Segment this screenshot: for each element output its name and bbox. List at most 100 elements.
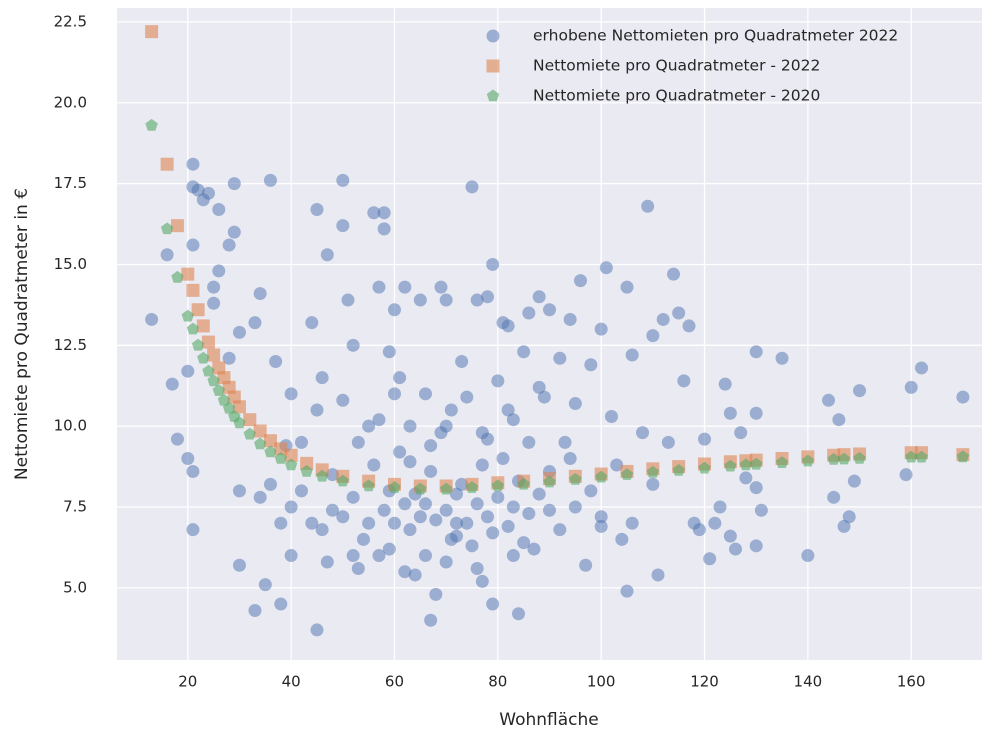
data-point (625, 516, 639, 530)
data-point (506, 500, 520, 514)
data-point (842, 510, 856, 524)
data-point (506, 413, 520, 427)
y-tick-label: 20.0 (54, 93, 87, 111)
data-point (563, 312, 577, 326)
data-point (248, 316, 262, 330)
data-point (227, 225, 241, 239)
data-point (698, 461, 711, 474)
data-point (517, 345, 531, 359)
data-point (377, 206, 391, 220)
data-point (568, 397, 582, 411)
data-point (186, 283, 200, 297)
data-point (511, 607, 525, 621)
data-point (480, 432, 494, 446)
data-point (300, 465, 313, 477)
data-point (284, 500, 298, 514)
data-point (181, 364, 195, 378)
data-point (439, 503, 453, 517)
data-point (672, 306, 686, 320)
data-point (517, 477, 530, 490)
data-point (822, 393, 836, 407)
data-point (517, 536, 531, 550)
data-point (491, 374, 505, 388)
data-point (336, 393, 350, 407)
legend-label: Nettomiete pro Quadratmeter - 2020 (533, 87, 820, 105)
data-point (449, 516, 463, 530)
data-point (186, 238, 200, 252)
y-axis-label: Nettomiete pro Quadratmeter in € (12, 188, 32, 480)
data-point (724, 459, 737, 472)
data-point (506, 549, 520, 563)
data-point (388, 481, 401, 493)
data-point (248, 604, 262, 618)
data-point (553, 523, 567, 537)
data-point (336, 474, 349, 487)
data-point (543, 503, 556, 517)
data-point (646, 329, 660, 343)
data-point (367, 206, 381, 220)
data-point (274, 452, 287, 464)
data-point (568, 500, 582, 514)
data-point (905, 450, 918, 463)
data-point (440, 482, 453, 495)
data-point (191, 338, 205, 351)
data-point (413, 510, 427, 524)
data-point (594, 519, 608, 533)
data-point (222, 401, 236, 414)
data-point (527, 542, 541, 556)
data-point (413, 293, 427, 307)
data-point (243, 427, 256, 440)
data-point (305, 316, 319, 330)
data-point (258, 578, 272, 592)
data-point (300, 456, 314, 470)
data-point (418, 497, 432, 511)
data-point (382, 542, 396, 556)
data-point (491, 479, 504, 492)
data-point (667, 267, 681, 281)
data-point (455, 354, 469, 368)
data-point (480, 290, 494, 304)
data-point (801, 454, 814, 467)
data-point (605, 409, 619, 423)
data-point (269, 354, 283, 368)
data-point (491, 490, 505, 504)
data-point (403, 455, 417, 469)
data-point (749, 345, 763, 359)
data-point (362, 419, 376, 433)
data-point (274, 516, 288, 530)
data-point (387, 516, 401, 530)
data-point (636, 426, 650, 440)
data-point (501, 403, 515, 417)
data-point (569, 473, 582, 485)
x-tick-label: 120 (690, 673, 719, 691)
data-point (594, 510, 608, 524)
data-point (315, 523, 329, 537)
data-point (543, 475, 556, 488)
x-tick-label: 160 (897, 673, 926, 691)
data-point (595, 470, 608, 483)
data-point (837, 452, 851, 465)
data-point (274, 597, 288, 611)
data-point (398, 280, 412, 294)
data-point (708, 516, 722, 530)
data-point (563, 452, 577, 466)
x-tick-label: 80 (488, 673, 507, 691)
data-point (682, 319, 696, 333)
data-point (285, 458, 298, 471)
data-point (336, 173, 350, 187)
data-point (594, 322, 608, 336)
data-point (801, 549, 815, 563)
data-point (837, 519, 851, 533)
data-point (414, 482, 427, 495)
legend-label: Nettomiete pro Quadratmeter - 2022 (533, 57, 820, 75)
data-point (372, 280, 386, 294)
data-point (729, 542, 743, 556)
x-tick-label: 140 (794, 673, 823, 691)
legend-label: erhobene Nettomieten pro Quadratmeter 20… (533, 27, 898, 45)
data-point (305, 516, 319, 530)
data-point (470, 497, 484, 511)
data-point (232, 325, 246, 339)
data-point (734, 426, 748, 440)
data-point (320, 555, 334, 569)
data-point (434, 280, 448, 294)
